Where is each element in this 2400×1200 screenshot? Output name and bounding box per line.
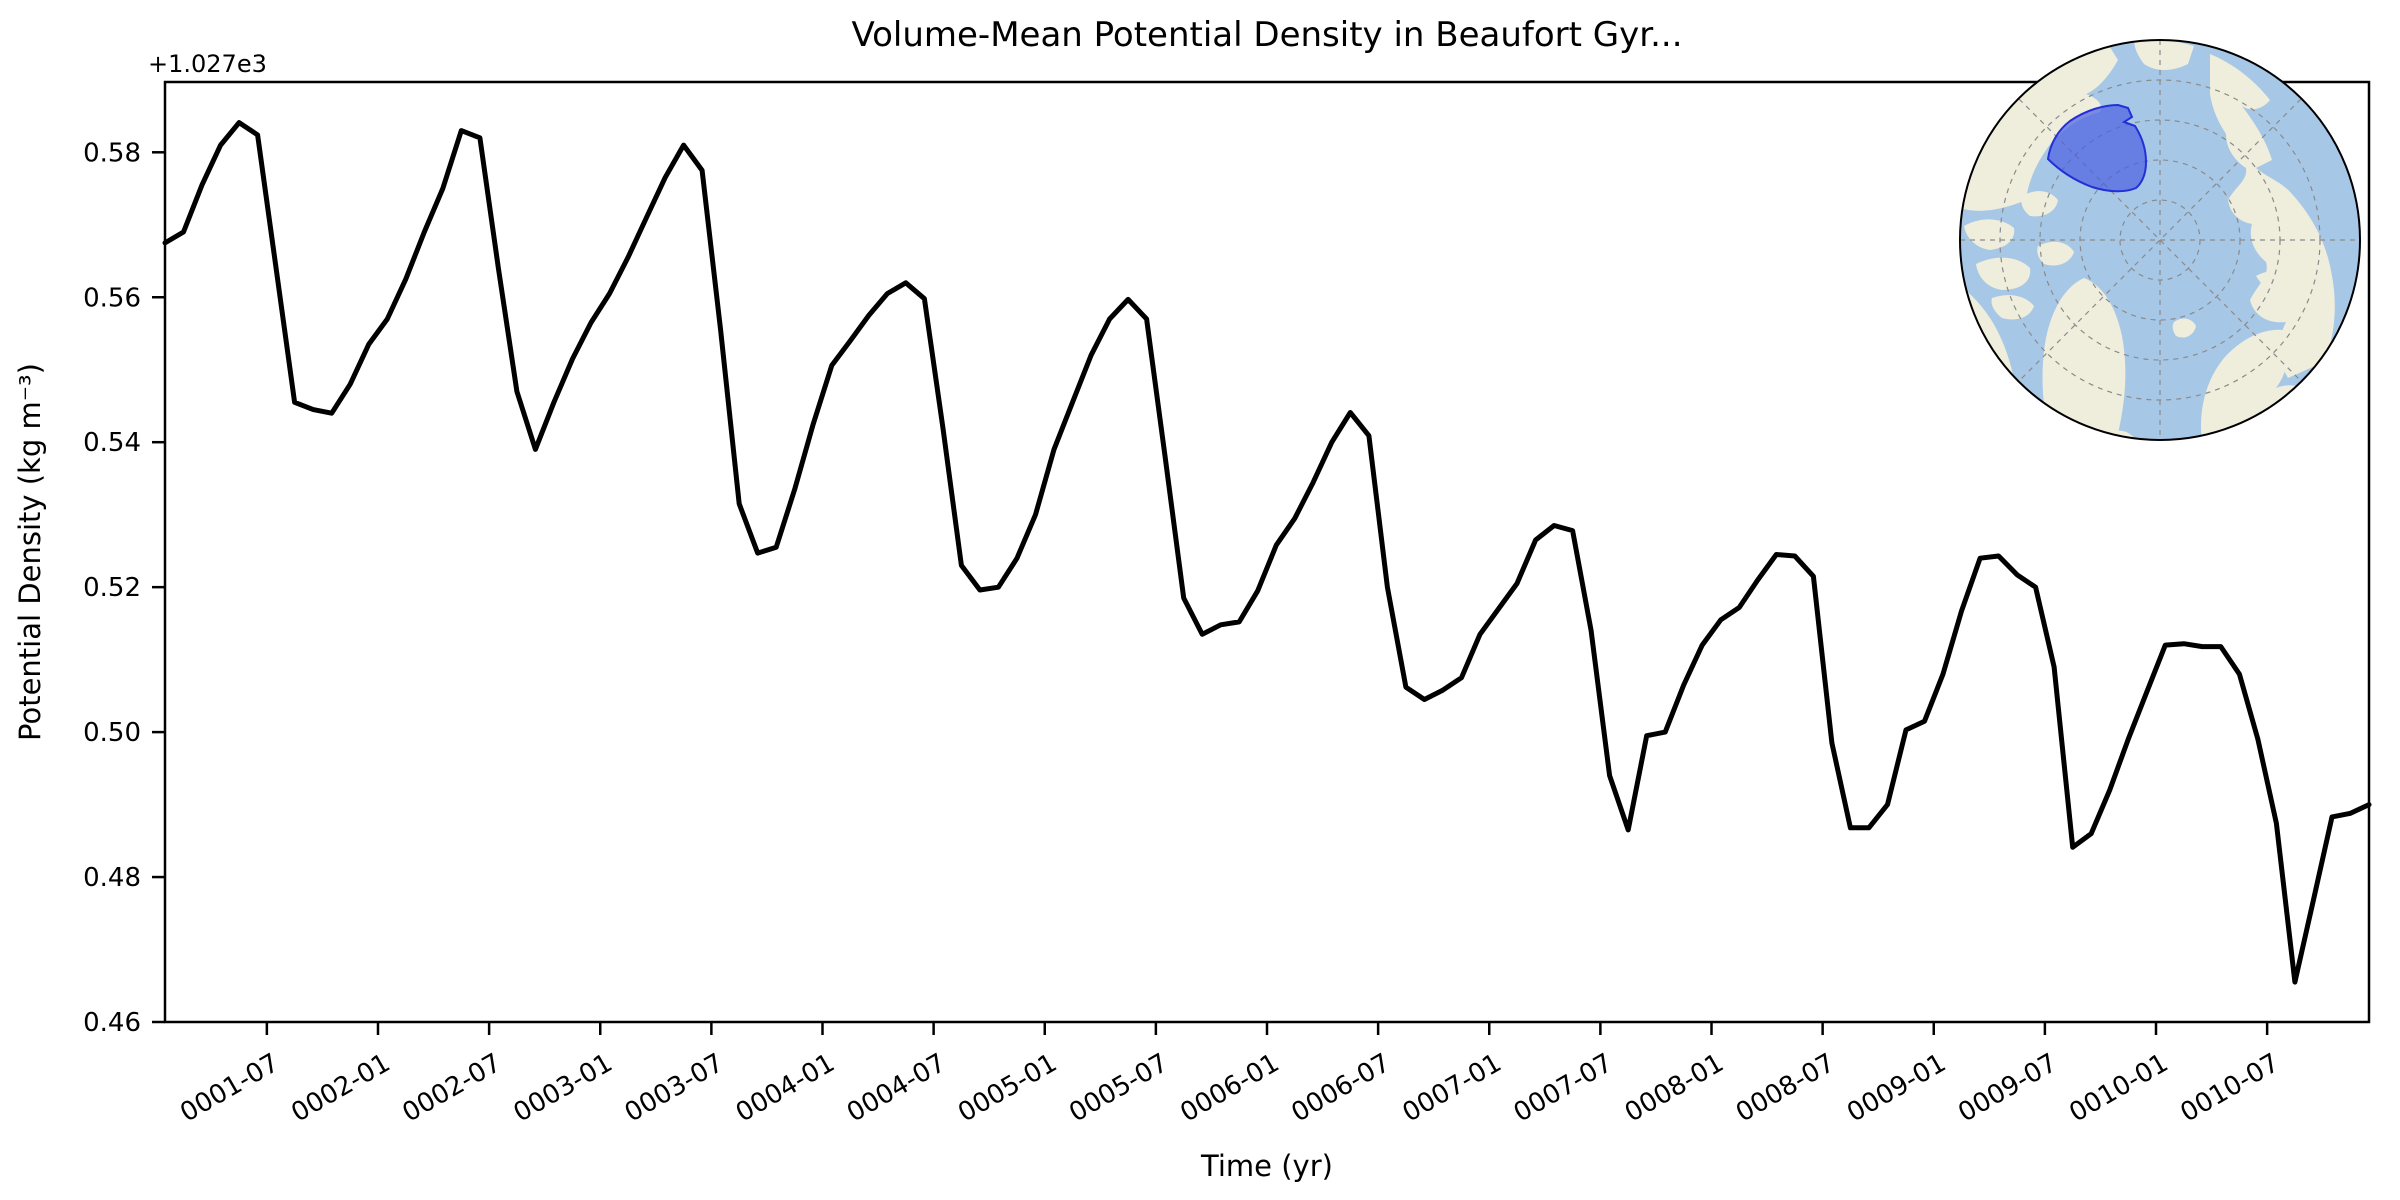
land-canadian-island (2037, 241, 2074, 266)
land-alaska-chukotka (1960, 44, 2118, 211)
y-tick-label: 0.58 (83, 138, 141, 168)
x-tick-label: 0007-07 (1509, 1048, 1618, 1128)
y-axis-offset-text: +1.027e3 (148, 50, 267, 78)
x-axis-ticks: 0001-07 0002-01 0002-07 0003-01 0003-07 0004-… (175, 1022, 2285, 1128)
x-tick-label: 0010-07 (2176, 1048, 2285, 1128)
chart-title: Volume-Mean Potential Density in Beaufor… (851, 15, 1682, 55)
y-axis-label: Potential Density (kg m⁻³) (13, 363, 47, 741)
x-tick-label: 0004-07 (842, 1048, 951, 1128)
x-tick-label: 0009-01 (1842, 1048, 1951, 1128)
x-tick-label: 0006-01 (1175, 1048, 1284, 1128)
x-tick-label: 0006-07 (1287, 1048, 1396, 1128)
y-tick-label: 0.56 (83, 283, 141, 313)
x-tick-label: 0003-01 (509, 1048, 618, 1128)
x-tick-label: 0002-07 (398, 1048, 507, 1128)
land-novaya-zemlya (2256, 271, 2300, 306)
globe-outline (1959, 39, 2361, 441)
x-tick-label: 0005-01 (953, 1048, 1062, 1128)
land-svalbard (2172, 318, 2196, 338)
x-axis-label: Time (yr) (1200, 1149, 1333, 1183)
x-tick-label: 0010-01 (2064, 1048, 2173, 1128)
arctic-inset-map (1959, 39, 2361, 441)
x-tick-label: 0009-07 (1953, 1048, 2062, 1128)
x-tick-label: 0002-01 (286, 1048, 395, 1128)
x-tick-label: 0007-01 (1398, 1048, 1507, 1128)
x-tick-label: 0004-01 (731, 1048, 840, 1128)
x-tick-label: 0008-07 (1731, 1048, 1840, 1128)
graticule-lines (1960, 40, 2360, 440)
land-canadian-island (1976, 257, 2031, 290)
x-tick-label: 0001-07 (175, 1048, 284, 1128)
land-canadian-island (1964, 219, 2015, 250)
beaufort-gyre-region (2046, 103, 2148, 193)
density-line-series (162, 120, 2372, 985)
y-axis-ticks: 0.58 0.56 0.54 0.52 0.50 0.48 0.46 (83, 138, 165, 1038)
land-canadian-island (2021, 191, 2058, 217)
land-greenland (2042, 278, 2126, 440)
land-canadian-island (1991, 295, 2034, 320)
axes-spines (163, 80, 2371, 1024)
x-tick-label: 0008-01 (1620, 1048, 1729, 1128)
y-tick-label: 0.54 (83, 428, 141, 458)
y-tick-label: 0.52 (83, 573, 141, 603)
y-tick-label: 0.46 (83, 1008, 141, 1038)
land-eurasia (2210, 54, 2335, 378)
x-tick-label: 0005-07 (1064, 1048, 1173, 1128)
x-tick-label: 0003-07 (620, 1048, 729, 1128)
y-tick-label: 0.48 (83, 863, 141, 893)
y-tick-label: 0.50 (83, 718, 141, 748)
land-siberia-top (2134, 40, 2194, 70)
